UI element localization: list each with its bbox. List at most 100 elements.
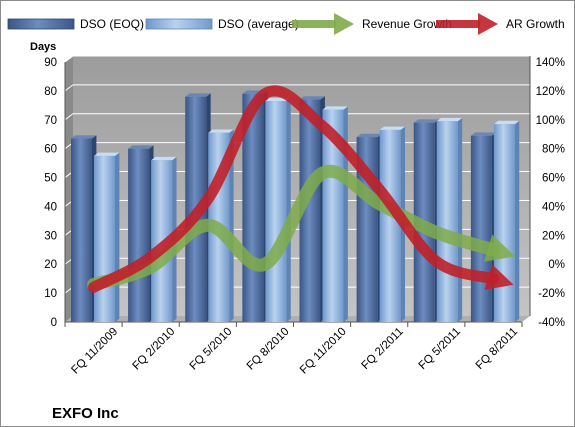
- bar-top: [151, 156, 177, 161]
- bar-front: [493, 124, 515, 322]
- legend-label: Revenue Growth: [362, 17, 452, 31]
- ar-growth-point: [493, 278, 494, 279]
- bar-front: [71, 138, 92, 322]
- bar-dso-average: [436, 117, 463, 322]
- legend-item: Revenue Growth: [292, 13, 452, 35]
- ar-growth-point: [264, 93, 265, 94]
- x-tick-label: FQ 2/2010: [130, 326, 177, 373]
- bar-front: [322, 109, 344, 323]
- legend-label: DSO (average): [218, 17, 299, 31]
- x-tick-label: FQ 11/2009: [69, 326, 120, 377]
- y-tick-label: 30: [44, 230, 57, 242]
- legend: DSO (EOQ) DSO (average) Revenue Growth AR G…: [7, 13, 565, 35]
- bar-top: [413, 119, 440, 123]
- gridline: [64, 55, 530, 63]
- y-tick-label: 20: [44, 259, 57, 271]
- legend-label: AR Growth: [506, 17, 565, 31]
- ar-growth-point: [436, 261, 437, 262]
- bar-top: [208, 129, 234, 133]
- ar-growth-line: [88, 85, 514, 293]
- y2-tick-label: 140%: [536, 57, 565, 69]
- y-tick-label: 10: [44, 288, 57, 300]
- bar-dso-eoq: [71, 135, 97, 322]
- bar-top: [436, 117, 463, 122]
- x-tick-label: FQ 11/2010: [298, 326, 349, 377]
- bar-front: [151, 160, 173, 322]
- bar-dso-average: [94, 152, 120, 322]
- plot-area: 0 10 20 30 40 50 60 70 80 90 -40% -20% 0% 20% 40% 60% 80…: [44, 55, 565, 377]
- y-tick-label: 0: [51, 317, 57, 329]
- y2-tick-label: 100%: [536, 115, 565, 127]
- legend-swatch: [145, 18, 213, 30]
- y2-tick-label: 40%: [542, 201, 565, 213]
- ar-growth-point: [322, 125, 323, 126]
- bar-side: [229, 129, 234, 322]
- y-tick-label: 50: [44, 173, 57, 185]
- bar-dso-average: [265, 97, 291, 322]
- y2-tick-label: -40%: [538, 317, 565, 329]
- y-tick-label: 80: [44, 86, 57, 98]
- bar-dso-average: [322, 106, 348, 323]
- bar-front: [379, 129, 401, 322]
- y2-tick-label: 0%: [548, 259, 565, 271]
- bar-side: [115, 152, 120, 322]
- legend-item: DSO (average): [145, 17, 299, 31]
- bar-side: [286, 97, 291, 322]
- ar-growth-point: [150, 257, 151, 258]
- revenue-growth-point: [207, 225, 208, 226]
- bar-side: [343, 106, 348, 322]
- legend-item: AR Growth: [436, 13, 565, 35]
- legend-arrow: [334, 13, 354, 35]
- y2-tick-label: 80%: [542, 144, 565, 156]
- ar-growth-point: [207, 199, 208, 200]
- legend-label: DSO (EOQ): [80, 17, 144, 31]
- bar-dso-eoq: [470, 132, 497, 322]
- bar-top: [71, 135, 97, 139]
- y2-tick-label: 20%: [542, 230, 565, 242]
- bar-side: [514, 120, 520, 322]
- bar-dso-average: [493, 120, 520, 322]
- bar-dso-eoq: [128, 145, 154, 322]
- y-tick-label: 70: [44, 115, 57, 127]
- y-tick-label: 90: [44, 57, 57, 69]
- x-tick-label: FQ 8/2010: [245, 326, 292, 373]
- bar-top: [356, 133, 383, 138]
- bar-top: [299, 96, 325, 100]
- legend-item: DSO (EOQ): [7, 17, 144, 31]
- ar-growth-point: [93, 287, 94, 288]
- revenue-growth-point: [264, 264, 265, 265]
- bar-side: [457, 117, 463, 322]
- ar-growth-point: [379, 189, 380, 190]
- y-tick-label: 40: [44, 201, 57, 213]
- chart-title: EXFO Inc: [52, 405, 119, 422]
- x-tick-label: FQ 5/2010: [188, 326, 235, 373]
- bar-top: [470, 132, 497, 136]
- y2-tick-label: 60%: [542, 173, 565, 185]
- bar-top: [94, 152, 120, 156]
- bar-top: [322, 106, 348, 110]
- legend-arrow: [478, 13, 498, 35]
- revenue-growth-point: [322, 173, 323, 174]
- gridline: [64, 84, 530, 92]
- y2-tick-label: 120%: [536, 86, 565, 98]
- gridline: [64, 113, 530, 121]
- bar-top: [493, 120, 520, 125]
- bar-front: [299, 99, 321, 322]
- bar-top: [379, 126, 406, 130]
- y-axis-title: Days: [30, 41, 56, 53]
- revenue-growth-line: [87, 164, 516, 291]
- revenue-growth-point: [436, 232, 437, 233]
- legend-swatch: [7, 18, 75, 30]
- x-tick-label: FQ 5/2011: [417, 326, 463, 372]
- y-tick-label: 60: [44, 144, 57, 156]
- x-tick-label: FQ 8/2011: [474, 326, 520, 372]
- bar-top: [185, 93, 211, 97]
- bar-front: [94, 155, 115, 322]
- revenue-growth-point: [150, 267, 151, 268]
- bar-front: [128, 148, 150, 322]
- revenue-growth-point: [379, 203, 380, 204]
- revenue-growth-point: [493, 249, 494, 250]
- y2-tick-label: -20%: [538, 288, 565, 300]
- x-tick-label: FQ 2/2011: [360, 326, 406, 372]
